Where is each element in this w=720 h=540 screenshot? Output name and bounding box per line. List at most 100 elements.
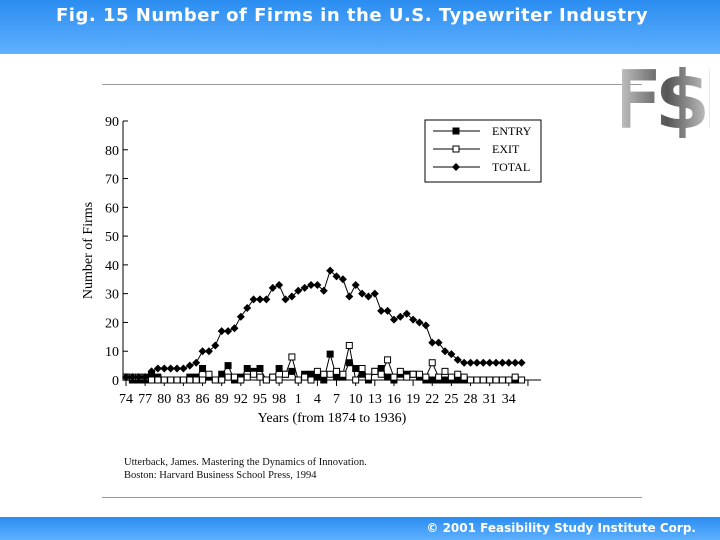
data-point	[352, 376, 360, 384]
data-point	[294, 376, 302, 384]
y-tick-label: 40	[105, 259, 119, 274]
data-point	[492, 358, 501, 367]
data-point	[249, 295, 258, 304]
data-point	[154, 376, 162, 384]
y-tick-label: 10	[105, 345, 119, 360]
legend: ENTRY EXIT TOTAL	[424, 119, 542, 183]
page-title: Fig. 15 Number of Firms in the U.S. Type…	[56, 5, 649, 26]
series-total	[122, 266, 526, 382]
x-tick-label: 22	[425, 392, 439, 407]
data-point	[288, 353, 296, 361]
data-point	[173, 364, 182, 373]
data-point	[454, 370, 462, 378]
data-point	[511, 358, 520, 367]
data-point	[428, 376, 436, 384]
data-point	[313, 281, 322, 290]
data-point	[288, 367, 296, 375]
data-point	[333, 373, 341, 381]
legend-marker	[452, 163, 460, 171]
data-point	[364, 373, 372, 381]
header-bar: Fig. 15 Number of Firms in the U.S. Type…	[0, 0, 720, 54]
data-point	[326, 370, 334, 378]
x-tick-label: 74	[119, 392, 133, 407]
data-point	[428, 338, 437, 347]
citation-line-1: Utterback, James. Mastering the Dynamics…	[124, 457, 367, 468]
data-point	[186, 376, 194, 384]
data-point	[307, 376, 315, 384]
data-point	[453, 355, 462, 364]
data-point	[224, 362, 232, 370]
data-point	[396, 312, 405, 321]
data-point	[128, 373, 137, 382]
data-point	[243, 304, 252, 313]
data-point	[479, 376, 487, 384]
data-point	[332, 272, 341, 281]
legend-label: EXIT	[492, 142, 520, 156]
x-tick-label: 89	[215, 392, 229, 407]
fsi-logo: F$I	[622, 56, 710, 138]
data-point	[307, 281, 316, 290]
bottom-divider	[102, 497, 642, 498]
legend-marker	[452, 145, 460, 153]
citation: Utterback, James. Mastering the Dynamics…	[124, 456, 367, 482]
data-point	[268, 283, 277, 292]
data-point	[141, 373, 150, 382]
x-tick-label: 92	[234, 392, 248, 407]
data-point	[192, 376, 200, 384]
data-point	[179, 376, 187, 384]
data-point	[383, 306, 392, 315]
data-point	[402, 309, 411, 318]
data-point	[173, 376, 181, 384]
data-point	[428, 359, 436, 367]
data-point	[205, 370, 213, 378]
x-tick-label: 4	[314, 392, 321, 407]
data-point	[447, 350, 456, 359]
data-point	[243, 373, 251, 381]
data-point	[403, 373, 411, 381]
data-point	[294, 286, 303, 295]
data-point	[230, 324, 239, 333]
y-tick-label: 50	[105, 230, 119, 245]
data-point	[122, 373, 130, 382]
x-tick-label: 77	[138, 392, 152, 407]
chart: 0 10 20 30 40 50 60 70 80 90 74 77 80 83 86 89 92 95 98 1 4 7…	[81, 115, 542, 426]
x-tick-label: 34	[502, 392, 516, 407]
data-point	[435, 373, 443, 381]
data-point	[384, 373, 392, 381]
data-point	[179, 364, 188, 373]
data-point	[377, 370, 385, 378]
x-tick-label: 28	[464, 392, 478, 407]
x-tick-label: 86	[196, 392, 210, 407]
data-point	[256, 364, 264, 372]
x-tick-label: 31	[483, 392, 497, 407]
data-point	[287, 292, 296, 301]
citation-line-2: Boston: Harvard Business School Press, 1…	[124, 470, 317, 481]
x-tick-label: 7	[333, 392, 340, 407]
legend-label: ENTRY	[492, 124, 532, 138]
data-point	[236, 312, 245, 321]
data-point	[301, 373, 309, 381]
x-tick-label: 95	[253, 392, 267, 407]
data-point	[460, 373, 468, 381]
y-tick-label: 30	[105, 288, 119, 303]
data-point	[389, 315, 398, 324]
data-point	[498, 376, 506, 384]
data-point	[250, 370, 258, 378]
data-point	[422, 373, 430, 381]
data-point	[421, 321, 430, 330]
data-point	[218, 376, 226, 384]
legend-marker	[452, 127, 460, 135]
data-point	[320, 370, 328, 378]
data-point	[358, 289, 367, 298]
data-point	[390, 373, 398, 381]
data-point	[434, 338, 443, 347]
data-point	[313, 367, 321, 375]
data-point	[517, 358, 526, 367]
data-point	[204, 347, 213, 356]
data-point	[441, 367, 449, 375]
data-point	[409, 370, 417, 378]
data-point	[211, 341, 220, 350]
x-tick-label: 13	[368, 392, 382, 407]
data-point	[192, 358, 201, 367]
data-point	[275, 364, 283, 372]
